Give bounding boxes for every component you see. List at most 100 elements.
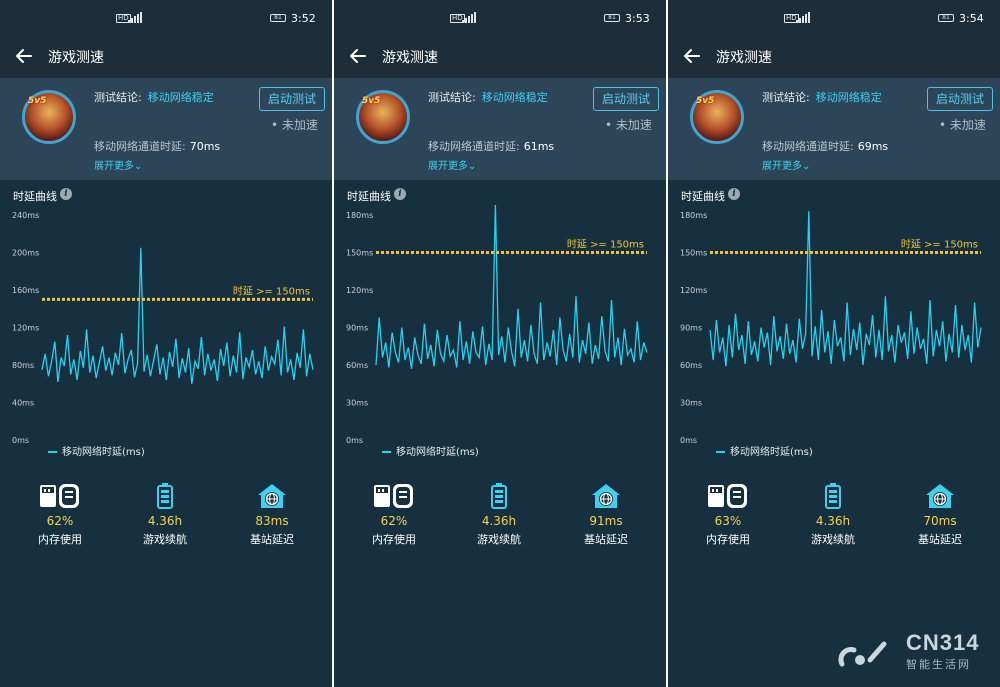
stat-memory-clean[interactable]: 62% 内存使用: [20, 482, 100, 547]
title-bar: [334, 36, 666, 78]
back-arrow-icon[interactable]: [14, 46, 34, 66]
threshold-label: 时延 >= 150ms: [901, 239, 978, 251]
expand-more-link[interactable]: 展开更多⌄: [94, 157, 142, 172]
battery-status-icon: 81: [938, 14, 954, 22]
y-tick-label: 90ms: [680, 324, 702, 333]
battery-status-icon: 81: [270, 14, 286, 22]
legend-swatch: [716, 451, 725, 453]
channel-latency-label: 移动网络通道时延:: [94, 140, 186, 153]
y-tick-label: 80ms: [12, 361, 34, 370]
phone-screen-1: HD 81 3:52 游戏测速 5v5 测试结论: 移动网络稳定 启动测试 • 未…: [0, 0, 332, 687]
signal-icon: [462, 12, 476, 23]
status-bar: [0, 0, 332, 36]
stat-value: 83ms: [255, 514, 289, 528]
stat-label: 内存使用: [372, 533, 416, 546]
info-icon[interactable]: i: [728, 188, 740, 200]
page-title: 游戏测速: [716, 50, 772, 66]
battery-icon: [459, 482, 539, 510]
back-arrow-icon[interactable]: [348, 46, 368, 66]
memory-clean-icon: [20, 482, 100, 510]
info-icon[interactable]: i: [60, 188, 72, 200]
conclusion-value: 移动网络稳定: [815, 91, 882, 104]
back-arrow-icon[interactable]: [682, 46, 702, 66]
base-station-icon: [232, 482, 312, 510]
chart-legend: 移动网络时延(ms): [48, 443, 145, 458]
test-conclusion: 测试结论: 移动网络稳定: [762, 89, 882, 105]
latency-series-line: [375, 205, 648, 369]
hd-icon: HD: [116, 14, 131, 23]
y-tick-label: 0ms: [680, 436, 697, 445]
stat-label: 基站延迟: [584, 533, 628, 546]
page-title: 游戏测速: [382, 50, 438, 66]
stat-battery[interactable]: 4.36h 游戏续航: [125, 482, 205, 547]
latency-series-line: [709, 211, 982, 367]
channel-latency-label: 移动网络通道时延:: [428, 140, 520, 153]
conclusion-label: 测试结论:: [428, 91, 476, 104]
acceleration-status: • 未加速: [939, 118, 986, 132]
stat-value: 4.36h: [815, 514, 851, 528]
signal-icon: [796, 12, 810, 23]
phone-screen-2: HD 81 3:53 游戏测速 5v5 测试结论: 移动网络稳定 启动测试 • 未…: [334, 0, 666, 687]
expand-more-link[interactable]: 展开更多⌄: [428, 157, 476, 172]
status-time: 3:53: [625, 12, 650, 25]
game-avatar: [356, 90, 410, 144]
conclusion-value: 移动网络稳定: [481, 91, 548, 104]
stat-base-station[interactable]: 83ms 基站延迟: [232, 482, 312, 547]
title-bar: [0, 36, 332, 78]
stat-label: 基站延迟: [250, 533, 294, 546]
y-tick-label: 40ms: [12, 399, 34, 408]
base-station-icon: [566, 482, 646, 510]
watermark-logo-icon: [836, 630, 986, 674]
stat-label: 游戏续航: [477, 533, 521, 546]
y-tick-label: 60ms: [346, 361, 368, 370]
channel-latency: 移动网络通道时延: 69ms: [762, 138, 888, 154]
legend-label: 移动网络时延(ms): [396, 447, 479, 458]
stat-value: 62%: [46, 514, 74, 528]
game-logo-icon: 5v5: [696, 96, 715, 106]
stat-memory-clean[interactable]: 62% 内存使用: [354, 482, 434, 547]
stat-value: 62%: [380, 514, 408, 528]
memory-clean-icon: [688, 482, 768, 510]
legend-swatch: [382, 451, 391, 453]
test-conclusion: 测试结论: 移动网络稳定: [428, 89, 548, 105]
y-tick-label: 180ms: [680, 211, 707, 220]
channel-latency: 移动网络通道时延: 61ms: [428, 138, 554, 154]
expand-more-link[interactable]: 展开更多⌄: [762, 157, 810, 172]
chevron-down-icon: ⌄: [134, 161, 143, 172]
page-title: 游戏测速: [48, 50, 104, 66]
stat-memory-clean[interactable]: 63% 内存使用: [688, 482, 768, 547]
stat-value: 91ms: [589, 514, 623, 528]
status-time: 3:52: [291, 12, 316, 25]
chart-legend: 移动网络时延(ms): [716, 443, 813, 458]
info-icon[interactable]: i: [394, 188, 406, 200]
y-tick-label: 90ms: [346, 324, 368, 333]
expand-more-label: 展开更多: [762, 161, 802, 172]
stat-base-station[interactable]: 91ms 基站延迟: [566, 482, 646, 547]
y-tick-label: 200ms: [12, 249, 39, 258]
y-tick-label: 0ms: [346, 436, 363, 445]
y-tick-label: 0ms: [12, 436, 29, 445]
chevron-down-icon: ⌄: [468, 161, 477, 172]
chart-title: 时延曲线: [681, 190, 725, 203]
signal-icon: [128, 12, 142, 23]
stat-base-station[interactable]: 70ms 基站延迟: [900, 482, 980, 547]
stat-battery[interactable]: 4.36h 游戏续航: [793, 482, 873, 547]
start-test-button[interactable]: 启动测试: [927, 87, 993, 111]
battery-status-icon: 81: [604, 14, 620, 22]
acceleration-status: • 未加速: [605, 118, 652, 132]
y-tick-label: 30ms: [680, 399, 702, 408]
status-bar: [668, 0, 1000, 36]
chart-title: 时延曲线: [347, 190, 391, 203]
y-tick-label: 60ms: [680, 361, 702, 370]
memory-clean-icon: [354, 482, 434, 510]
y-tick-label: 240ms: [12, 211, 39, 220]
threshold-label: 时延 >= 150ms: [567, 239, 644, 251]
chevron-down-icon: ⌄: [802, 161, 811, 172]
latency-chart: 0ms 30ms 60ms 90ms 120ms 150ms 180ms 时延 >= 150m…: [346, 205, 648, 445]
stat-battery[interactable]: 4.36h 游戏续航: [459, 482, 539, 547]
start-test-button[interactable]: 启动测试: [259, 87, 325, 111]
base-station-icon: [900, 482, 980, 510]
start-test-button[interactable]: 启动测试: [593, 87, 659, 111]
expand-more-label: 展开更多: [94, 161, 134, 172]
chart-title: 时延曲线: [13, 190, 57, 203]
